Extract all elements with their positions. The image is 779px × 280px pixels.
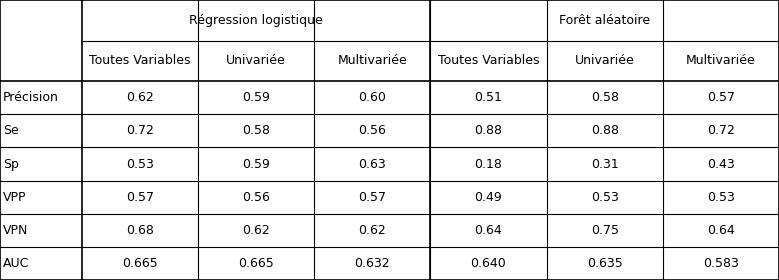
Text: 0.62: 0.62 [242, 224, 270, 237]
Text: 0.72: 0.72 [126, 124, 153, 137]
Text: 0.64: 0.64 [707, 224, 735, 237]
Text: Forêt aléatoire: Forêt aléatoire [559, 14, 650, 27]
Text: Régression logistique: Régression logistique [189, 14, 323, 27]
Text: 0.56: 0.56 [242, 191, 270, 204]
Text: 0.57: 0.57 [126, 191, 154, 204]
Text: 0.31: 0.31 [590, 158, 619, 171]
Text: 0.632: 0.632 [354, 257, 390, 270]
Text: 0.49: 0.49 [474, 191, 502, 204]
Text: 0.57: 0.57 [358, 191, 386, 204]
Text: Univariée: Univariée [575, 54, 635, 67]
Text: VPP: VPP [3, 191, 26, 204]
Text: Se: Se [3, 124, 19, 137]
Text: 0.59: 0.59 [242, 91, 270, 104]
Text: 0.88: 0.88 [474, 124, 502, 137]
Text: 0.53: 0.53 [126, 158, 153, 171]
Text: 0.88: 0.88 [590, 124, 619, 137]
Text: Toutes Variables: Toutes Variables [438, 54, 539, 67]
Text: 0.60: 0.60 [358, 91, 386, 104]
Text: 0.665: 0.665 [122, 257, 158, 270]
Text: 0.43: 0.43 [707, 158, 735, 171]
Text: 0.63: 0.63 [358, 158, 386, 171]
Text: AUC: AUC [3, 257, 30, 270]
Text: Univariée: Univariée [226, 54, 286, 67]
Text: Multivariée: Multivariée [686, 54, 756, 67]
Text: Sp: Sp [3, 158, 19, 171]
Text: 0.68: 0.68 [126, 224, 153, 237]
Text: 0.58: 0.58 [242, 124, 270, 137]
Text: 0.57: 0.57 [707, 91, 735, 104]
Text: 0.640: 0.640 [471, 257, 506, 270]
Text: 0.583: 0.583 [703, 257, 738, 270]
Text: 0.62: 0.62 [126, 91, 153, 104]
Text: 0.59: 0.59 [242, 158, 270, 171]
Text: 0.53: 0.53 [590, 191, 619, 204]
Text: Toutes Variables: Toutes Variables [89, 54, 191, 67]
Text: 0.75: 0.75 [590, 224, 619, 237]
Text: 0.635: 0.635 [587, 257, 622, 270]
Text: 0.72: 0.72 [707, 124, 735, 137]
Text: 0.51: 0.51 [474, 91, 502, 104]
Text: 0.62: 0.62 [358, 224, 386, 237]
Text: 0.56: 0.56 [358, 124, 386, 137]
Text: 0.53: 0.53 [707, 191, 735, 204]
Text: VPN: VPN [3, 224, 29, 237]
Text: 0.64: 0.64 [474, 224, 502, 237]
Text: 0.58: 0.58 [590, 91, 619, 104]
Text: Précision: Précision [3, 91, 59, 104]
Text: Multivariée: Multivariée [337, 54, 407, 67]
Text: 0.665: 0.665 [238, 257, 274, 270]
Text: 0.18: 0.18 [474, 158, 502, 171]
